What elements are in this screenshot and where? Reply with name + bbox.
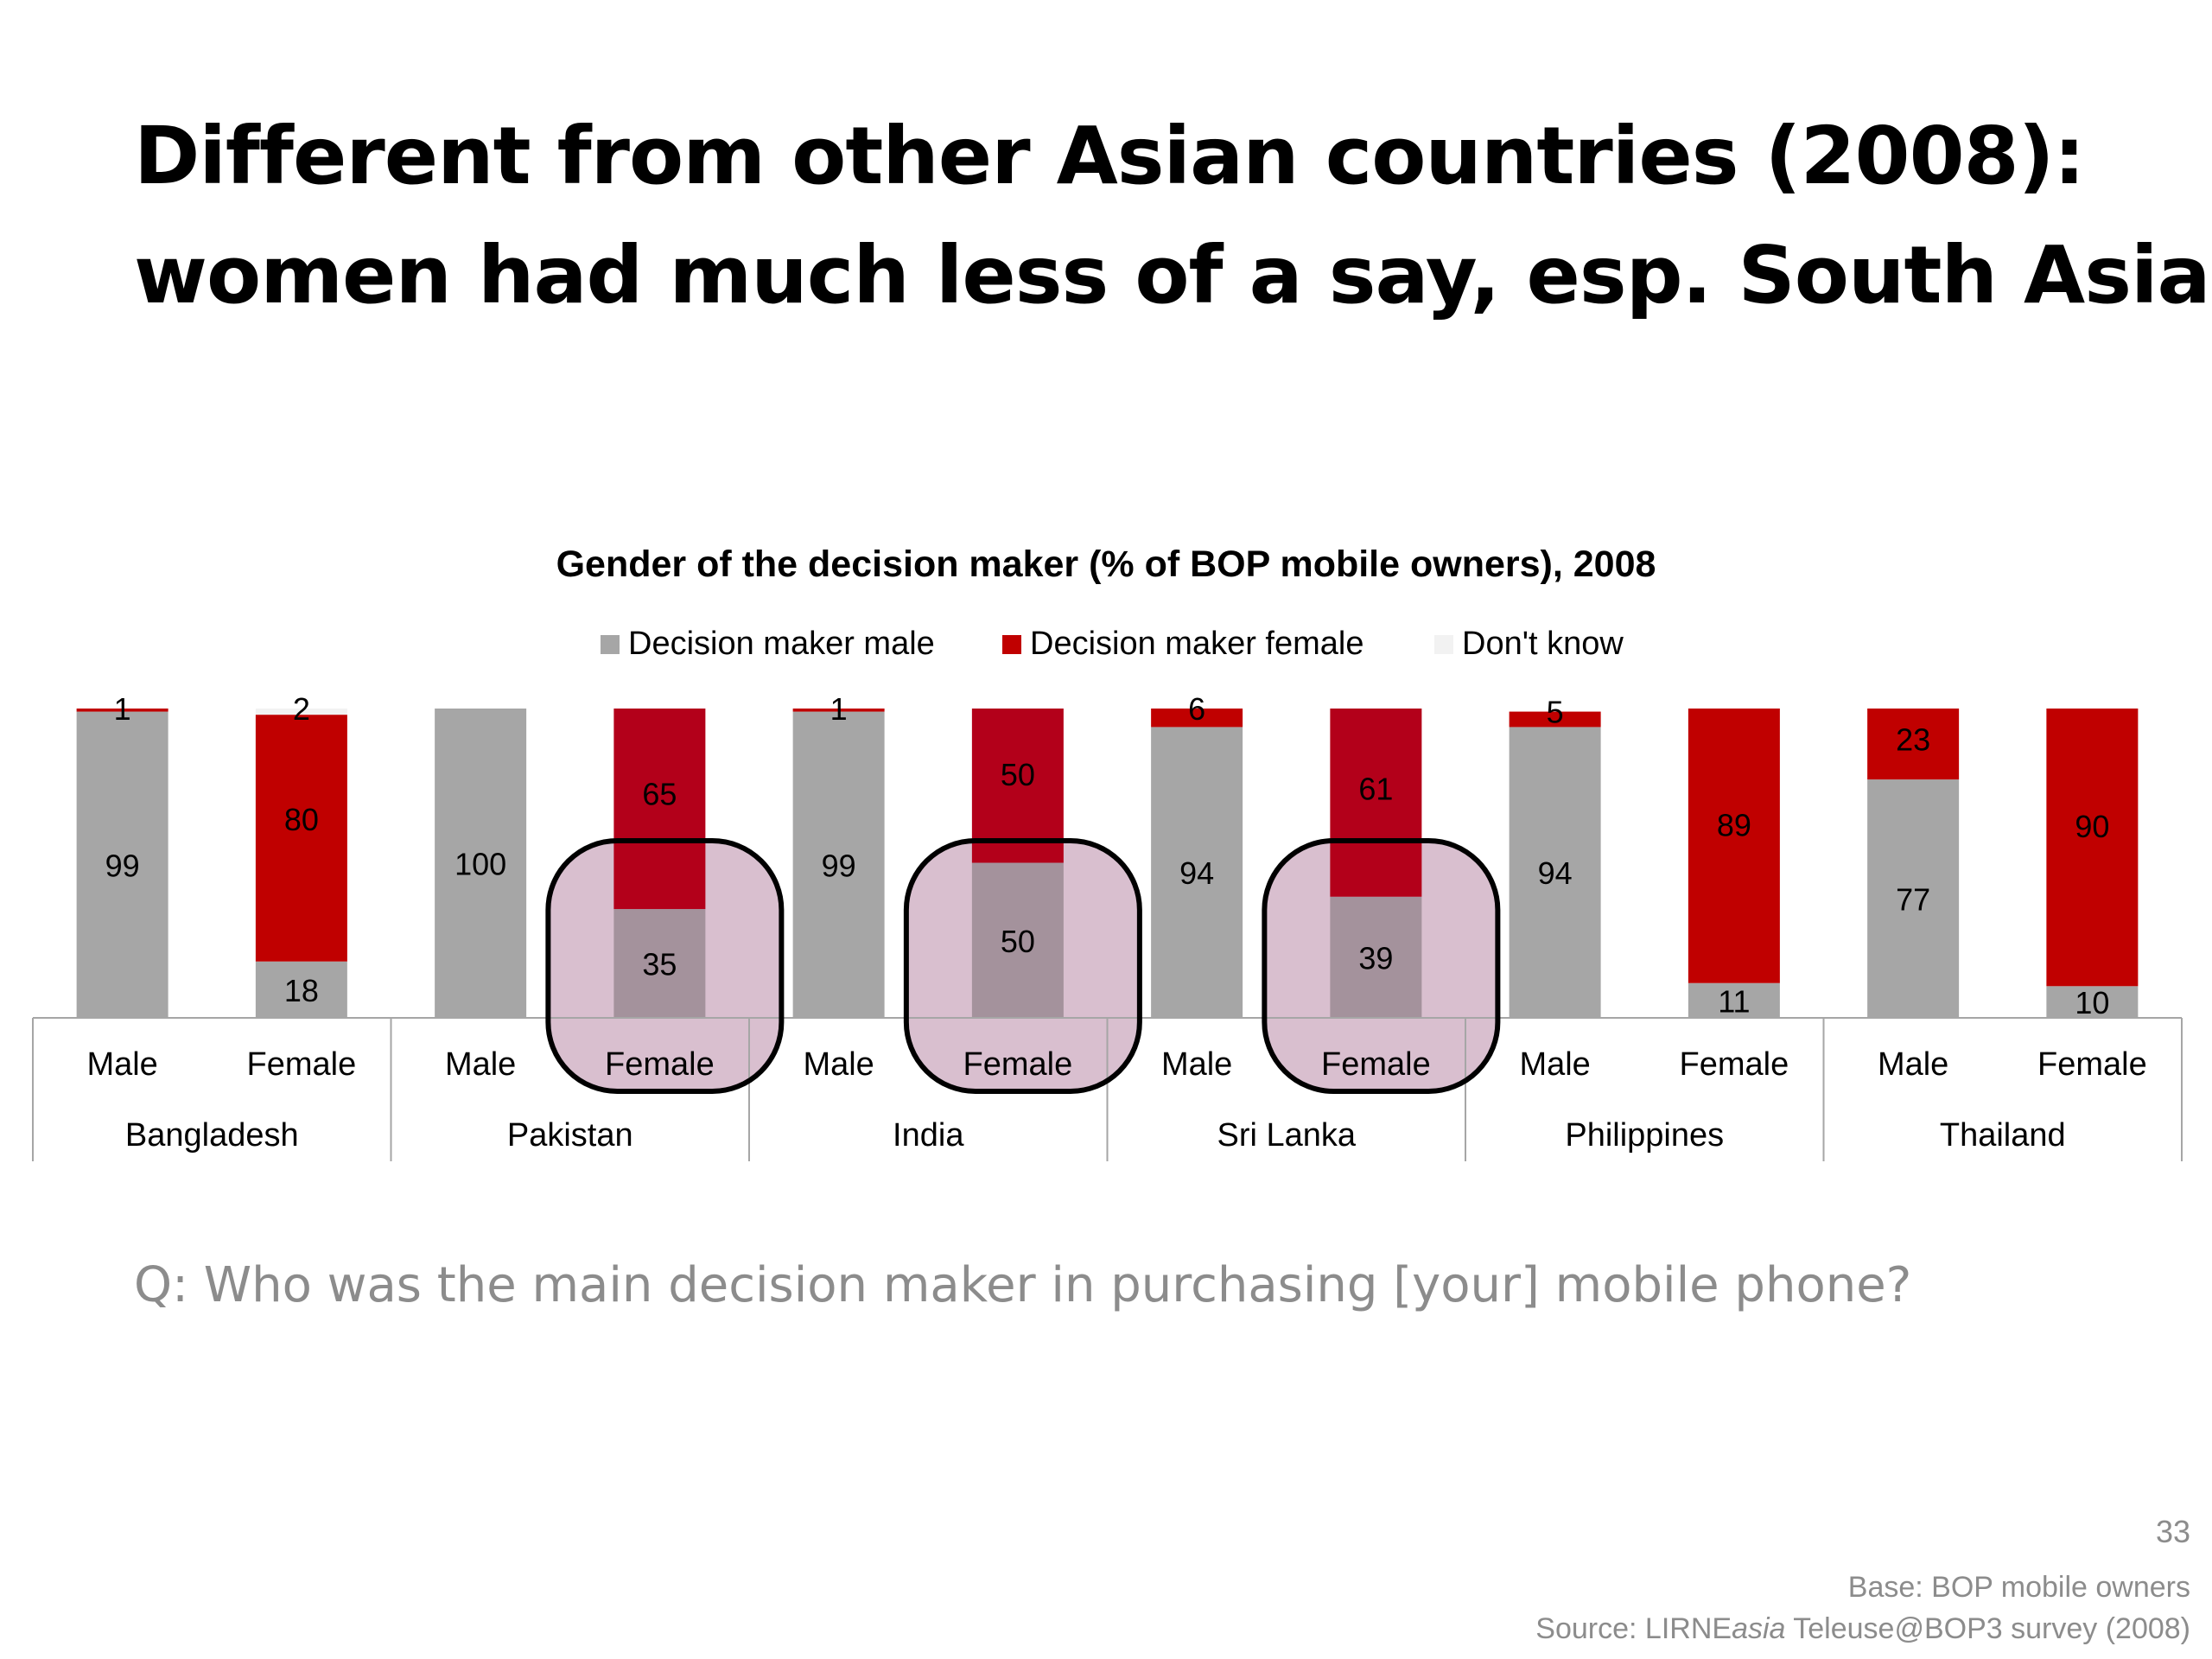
legend-label-decision-maker-female: Decision maker female [1030,626,1363,662]
bar-bangladesh-male-male [76,711,168,1017]
tick-label-male: Male [1519,1046,1590,1083]
tick-label-female: Female [247,1046,357,1083]
source-note: Source: LIRNEasia Teleuse@BOP3 survey (2… [1535,1612,2190,1646]
source-suffix: Teleuse@BOP3 survey (2008) [1785,1612,2190,1645]
highlight-outline-layer [545,838,1501,1094]
data-label-pakistan-female-male: 35 [642,947,677,982]
tick-label-male: Male [1161,1046,1232,1083]
survey-question: Q: Who was the main decision maker in pu… [134,1257,1912,1313]
data-label-thailand-female-male: 10 [2075,985,2109,1020]
chart-title: Gender of the decision maker (% of BOP m… [556,543,1656,585]
data-label-india-female-female: 50 [1001,757,1035,792]
legend-label-don-t-know: Don't know [1462,626,1624,662]
data-label-bangladesh-female-dont-know: 2 [293,691,310,727]
tick-label-male: Male [445,1046,516,1083]
data-label-bangladesh-female-female: 80 [284,802,319,837]
data-label-thailand-male-male: 77 [1896,882,1930,918]
legend-swatch-don-t-know [1434,635,1453,654]
highlight-outline-sri-lanka [1262,838,1501,1094]
highlight-outline-india [903,838,1142,1094]
data-label-india-male-female: 1 [830,691,848,727]
legend-swatch-decision-maker-male [601,635,620,654]
data-label-philippines-female-male: 11 [1718,983,1750,1019]
data-label-pakistan-female-female: 65 [642,776,677,811]
tick-label-female: Female [2037,1046,2147,1083]
bar-pakistan-male-male [435,709,527,1017]
group-label-bangladesh: Bangladesh [125,1117,299,1154]
legend-swatch-decision-maker-female [1002,635,1021,654]
data-label-india-male-male: 99 [822,848,856,883]
bar-india-female-female [971,709,1064,863]
data-label-sri-lanka-male-male: 94 [1179,855,1214,891]
bar-sri-lanka-male-male [1151,727,1243,1017]
group-label-philippines: Philippines [1565,1117,1724,1154]
data-label-bangladesh-female-male: 18 [284,973,319,1008]
title-line-1: Different from other Asian countries (20… [134,110,2085,202]
highlight-outline-pakistan [545,838,785,1094]
data-label-thailand-female-female: 90 [2075,809,2109,844]
category-axis: Male Female Male Female Male Female Male Female… [32,1017,2183,1161]
group-label-india: India [893,1117,964,1154]
data-label-thailand-male-female: 23 [1896,721,1930,757]
tick-label-male: Male [1878,1046,1948,1083]
tick-label-male: Male [803,1046,874,1083]
stacked-bar-chart: Gender of the decision maker (% of BOP m… [32,543,2183,1161]
bar-pakistan-female-male [613,909,706,1017]
data-label-bangladesh-male-female: 1 [114,691,131,727]
bar-sri-lanka-female-male [1330,896,1422,1017]
bar-bangladesh-female-male [255,961,347,1017]
bars-layer: 99 1 18 80 2 100 35 65 99 1 50 50 94 6 39 61 94 5 11 89 77 23… [76,691,2139,1020]
tick-label-female: Female [605,1046,715,1083]
bar-philippines-male-male [1509,727,1601,1017]
bar-philippines-female-male [1688,982,1780,1017]
data-label-sri-lanka-female-female: 61 [1358,771,1393,806]
data-label-philippines-male-male: 94 [1538,855,1573,891]
bar-sri-lanka-male-female [1151,709,1243,728]
group-label-pakistan: Pakistan [507,1117,633,1154]
data-label-sri-lanka-male-female: 6 [1188,691,1205,727]
page-number: 33 [2155,1514,2190,1549]
bar-bangladesh-female-female [255,715,347,962]
data-label-pakistan-male-male: 100 [454,847,506,882]
bar-bangladesh-male-female [76,709,168,712]
group-label-sri-lanka: Sri Lanka [1217,1117,1356,1154]
bar-india-male-female [792,709,885,712]
tick-label-female: Female [1321,1046,1431,1083]
chart-legend: Decision maker male Decision maker female… [601,626,1624,662]
data-label-india-female-male: 50 [1001,924,1035,959]
bar-thailand-male-male [1867,779,1960,1017]
slide-title: Different from other Asian countries (20… [134,97,2211,335]
bar-pakistan-female-female [613,709,706,910]
tick-label-male: Male [86,1046,157,1083]
bar-philippines-male-female [1509,711,1601,728]
data-label-sri-lanka-female-male: 39 [1358,940,1393,976]
bar-thailand-female-male [2046,986,2139,1017]
legend-label-decision-maker-male: Decision maker male [628,626,935,662]
bar-thailand-male-female [1867,709,1960,780]
bar-philippines-female-female [1688,709,1780,983]
data-label-philippines-female-female: 89 [1717,807,1751,842]
group-label-thailand: Thailand [1940,1117,2066,1154]
bar-sri-lanka-female-female [1330,709,1422,897]
source-italic: asia [1732,1612,1786,1645]
tick-label-female: Female [1680,1046,1789,1083]
tick-label-female: Female [963,1046,1073,1083]
bar-bangladesh-female-dont-know [255,709,347,715]
bar-thailand-female-female [2046,709,2139,987]
data-label-philippines-male-female: 5 [1547,695,1564,730]
source-prefix: Source: LIRNE [1535,1612,1732,1645]
data-label-bangladesh-male-male: 99 [105,848,140,883]
base-note: Base: BOP mobile owners [1847,1571,2190,1604]
title-line-2: women had much less of a say, esp. South… [134,229,2211,321]
bar-india-female-male [971,862,1064,1017]
bar-india-male-male [792,711,885,1017]
